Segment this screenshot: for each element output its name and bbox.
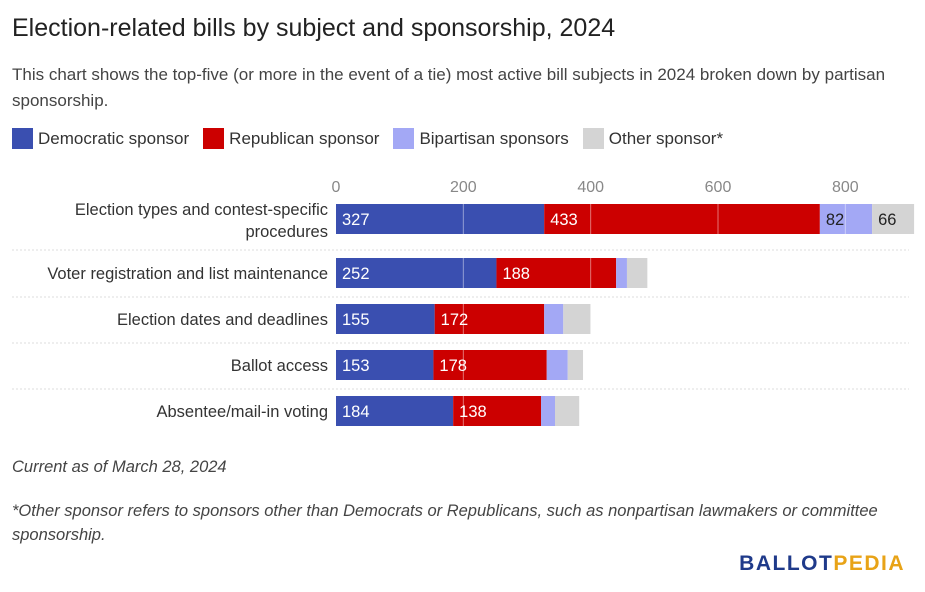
x-tick-label: 400 (577, 179, 604, 196)
legend-label-democratic: Democratic sponsor (38, 128, 190, 148)
chart-subtitle: This chart shows the top-five (or more i… (12, 65, 886, 110)
bar-segment (496, 258, 617, 288)
legend-label-other: Other sponsor* (608, 128, 724, 148)
bar-segment (546, 350, 568, 380)
bar-segment (872, 204, 915, 234)
category-label: Ballot access (231, 357, 328, 375)
chart-title: Election-related bills by subject and sp… (12, 14, 616, 42)
bar-segment (819, 204, 873, 234)
legend-item-democratic: Democratic sponsor (12, 128, 189, 149)
data-label: 188 (502, 265, 530, 283)
bar-segment (555, 396, 580, 426)
bar-segment (567, 350, 584, 380)
bar-segment (434, 304, 545, 334)
category-label: Election types and contest-specific (75, 201, 328, 219)
data-label: 433 (550, 211, 578, 229)
x-tick-label: 600 (705, 179, 732, 196)
legend-item-republican: Republican sponsor (203, 128, 379, 149)
data-label: 138 (459, 403, 487, 421)
category-label: Absentee/mail-in voting (156, 403, 328, 421)
legend-item-other: Other sponsor* (582, 128, 724, 149)
data-label: 184 (342, 403, 370, 421)
footnote: *Other sponsor refers to sponsors other … (12, 502, 878, 544)
x-tick-label: 800 (832, 179, 859, 196)
legend-label-bipartisan: Bipartisan sponsors (419, 128, 569, 148)
x-tick-label: 0 (332, 179, 341, 196)
ballotpedia-logo: BALLOTPEDIA (739, 552, 905, 576)
legend-swatch-other (582, 128, 604, 149)
current-as-of-note: Current as of March 28, 2024 (12, 458, 227, 476)
legend-swatch-republican (203, 128, 225, 149)
data-label: 172 (441, 311, 469, 329)
data-label: 252 (342, 265, 370, 283)
logo-part-pedia: PEDIA (833, 552, 905, 575)
data-label: 327 (342, 211, 370, 229)
bar-segment (336, 396, 454, 426)
legend-swatch-bipartisan (393, 128, 415, 149)
data-label: 178 (439, 357, 467, 375)
legend-item-bipartisan: Bipartisan sponsors (393, 128, 569, 149)
stacked-bar-chart: 0 200 400 600 800 Election types and contest-… (12, 179, 915, 430)
bar-segment (336, 304, 435, 334)
legend-swatch-democratic (12, 128, 33, 149)
data-label: 66 (878, 211, 896, 229)
data-label: 155 (342, 311, 370, 329)
bar-segment (563, 304, 591, 334)
legend-label-republican: Republican sponsor (229, 128, 380, 148)
x-tick-label: 200 (450, 179, 477, 196)
bar-segment (616, 258, 627, 288)
bar-segment (544, 304, 564, 334)
bar-segment (541, 396, 556, 426)
legend: Democratic sponsor Republican sponsor Bi… (12, 128, 737, 149)
bar-segment (336, 350, 434, 380)
logo-part-ballot: BALLOT (739, 552, 834, 575)
bar-segment (433, 350, 547, 380)
category-label: Voter registration and list maintenance (47, 265, 328, 283)
data-label: 153 (342, 357, 370, 375)
category-label: Election dates and deadlines (117, 311, 328, 329)
data-label: 82 (826, 211, 844, 229)
bar-segment (453, 396, 542, 426)
bar-segment (626, 258, 648, 288)
bar-segment (544, 204, 820, 234)
bar-segment (336, 204, 545, 234)
bar-segment (336, 258, 497, 288)
category-label: procedures (245, 223, 328, 241)
